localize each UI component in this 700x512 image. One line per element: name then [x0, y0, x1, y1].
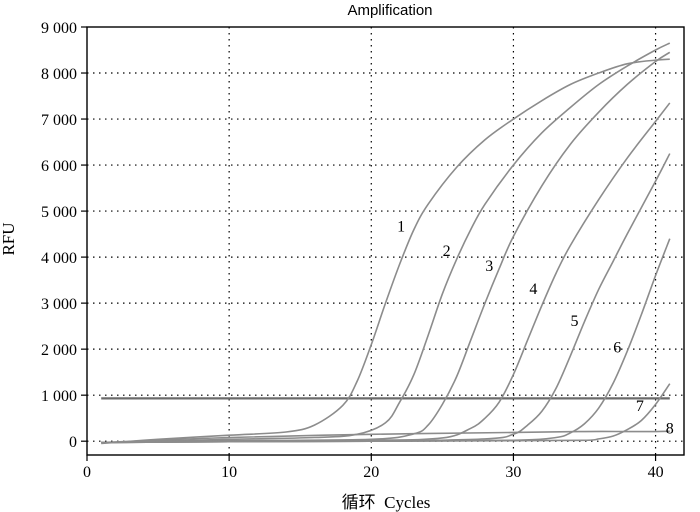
y-tick-label: 6 000	[41, 158, 77, 175]
curve-label-4: 4	[529, 281, 537, 298]
y-tick-label: 4 000	[41, 250, 77, 267]
y-tick-label: 2 000	[41, 342, 77, 359]
series-group	[101, 42, 671, 445]
x-axis-title: 循环 Cycles	[342, 493, 431, 512]
y-tick-label: 9 000	[41, 20, 77, 37]
x-tick-label: 10	[221, 464, 237, 481]
y-tick-label: 5 000	[41, 204, 77, 221]
x-tick-label: 30	[505, 464, 521, 481]
series-line-8	[101, 430, 670, 444]
x-tick-label: 0	[83, 464, 91, 481]
axis-ticks: 0 10 20 30 40 0 1 000 2 000 3 000 4 000 5 000 6 000…	[41, 20, 664, 481]
y-tick-label: 3 000	[41, 296, 77, 313]
series-line-6	[101, 238, 671, 444]
x-tick-label: 20	[363, 464, 379, 481]
curve-label-1: 1	[397, 218, 405, 235]
curve-labels: 1 2 3 4 5 6 7 8	[397, 218, 674, 437]
series-line-7	[101, 383, 671, 444]
y-tick-label: 1 000	[41, 388, 77, 405]
chart-title: Amplification	[347, 2, 432, 19]
y-axis-title: RFU	[0, 222, 18, 255]
curve-label-7: 7	[636, 398, 644, 415]
curve-label-8: 8	[666, 420, 674, 437]
y-tick-label: 8 000	[41, 66, 77, 83]
curve-label-3: 3	[485, 258, 493, 275]
grid	[87, 27, 684, 455]
curve-label-6: 6	[613, 339, 621, 356]
series-line-4	[101, 102, 671, 444]
y-tick-label: 0	[69, 434, 77, 451]
curve-label-2: 2	[443, 243, 451, 260]
series-line-1	[101, 58, 670, 445]
y-tick-label: 7 000	[41, 112, 77, 129]
x-tick-label: 40	[648, 464, 664, 481]
series-line-3	[101, 51, 671, 444]
plot-frame	[86, 26, 685, 456]
series-line-2	[101, 42, 671, 444]
curve-label-5: 5	[571, 313, 579, 330]
